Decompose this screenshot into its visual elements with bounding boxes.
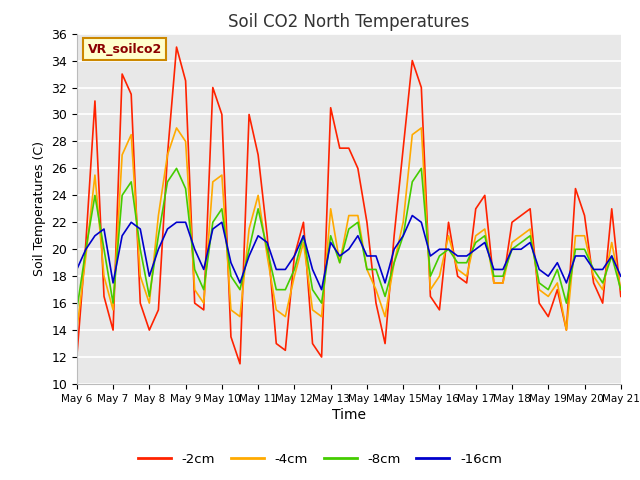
Legend: -2cm, -4cm, -8cm, -16cm: -2cm, -4cm, -8cm, -16cm <box>133 447 507 471</box>
Text: VR_soilco2: VR_soilco2 <box>88 43 162 56</box>
X-axis label: Time: Time <box>332 408 366 422</box>
Y-axis label: Soil Temperatures (C): Soil Temperatures (C) <box>33 141 45 276</box>
Title: Soil CO2 North Temperatures: Soil CO2 North Temperatures <box>228 12 470 31</box>
